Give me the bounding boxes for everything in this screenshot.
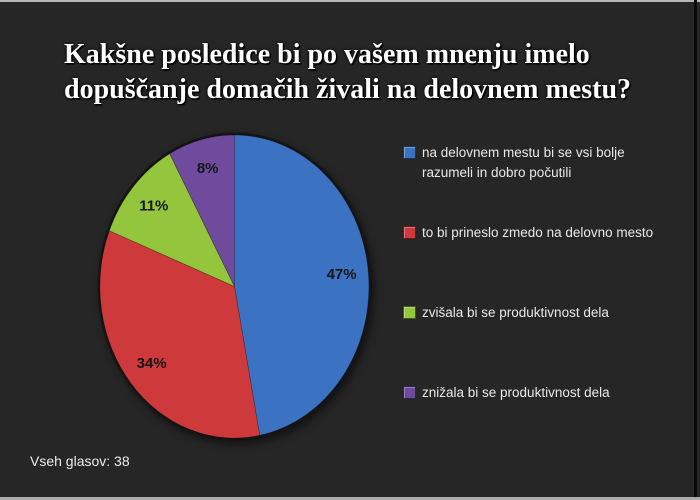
legend-item-label: na delovnem mestu bi se vsi bolje razume… — [422, 145, 625, 180]
total-votes-label: Vseh glasov: 38 — [30, 453, 130, 469]
legend-item-3: zvišala bi se produktivnost dela — [403, 303, 654, 383]
pie-value-label: 47% — [327, 266, 357, 283]
legend-item-4: znižala bi se produktivnost dela — [403, 383, 654, 463]
pie-slice-4 — [169, 134, 235, 287]
bottom-border — [0, 497, 700, 500]
pie-value-label: 34% — [137, 355, 167, 372]
legend-color-swatch — [403, 306, 416, 319]
pie-value-label: 8% — [197, 160, 219, 177]
pie-slice-3 — [108, 153, 236, 288]
legend-item-label: to bi prineslo zmedo na delovno mesto — [422, 225, 654, 240]
top-border — [0, 0, 700, 2]
legend-color-swatch — [403, 146, 416, 159]
pie-chart: 47% 34% 11% 8% — [97, 132, 372, 441]
pie-slice-1 — [234, 134, 370, 436]
pie-slice-2 — [99, 230, 261, 439]
legend-item-2: to bi prineslo zmedo na delovno mesto — [403, 223, 654, 303]
pie-value-label: 11% — [139, 197, 168, 214]
legend-color-swatch — [403, 226, 416, 239]
legend: na delovnem mestu bi se vsi bolje razume… — [403, 143, 654, 463]
right-border — [694, 0, 697, 500]
legend-item-label: znižala bi se produktivnost dela — [422, 385, 610, 400]
legend-item-1: na delovnem mestu bi se vsi bolje razume… — [403, 143, 654, 223]
legend-color-swatch — [403, 386, 416, 399]
legend-item-label: zvišala bi se produktivnost dela — [422, 305, 609, 320]
page-title: Kakšne posledice bi po vašem mnenju imel… — [64, 38, 632, 105]
